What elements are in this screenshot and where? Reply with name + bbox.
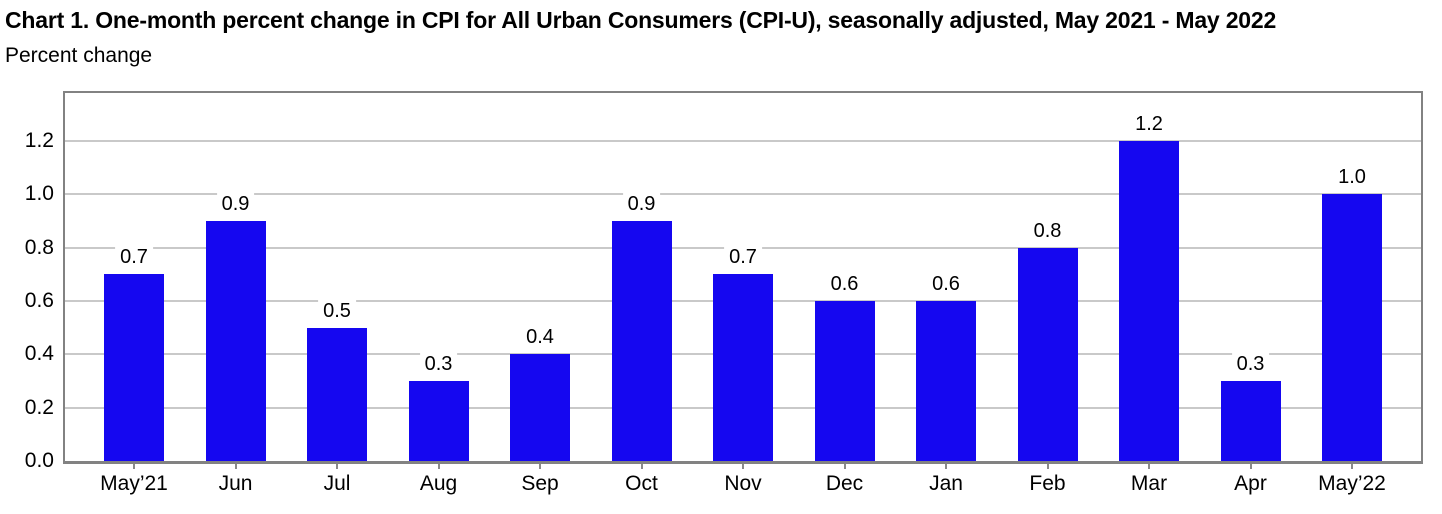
x-tick — [437, 464, 440, 469]
y-tick-label: 0.0 — [24, 449, 54, 472]
y-tick-label: 1.0 — [24, 182, 54, 206]
bar-value-label: 0.7 — [724, 246, 762, 269]
bar-value-label: 0.9 — [622, 193, 661, 215]
bar-Jul — [307, 327, 367, 461]
gridline — [65, 140, 1421, 142]
chart-title: Chart 1. One-month percent change in CPI… — [5, 7, 1277, 33]
bar-Jan — [916, 301, 976, 461]
bar-value-label: 0.7 — [115, 246, 153, 269]
bar-value-label: 1.2 — [1130, 113, 1168, 135]
plot-area: 0.7 0.9 0.5 0.3 0.4 0.9 0.7 0.6 0.6 0.8 1.2 0.3 1.0 — [63, 91, 1423, 464]
bar-value-label: 0.5 — [318, 299, 356, 322]
x-tick-label: Jul — [323, 472, 351, 495]
x-tick — [945, 464, 947, 469]
x-tick-label: Aug — [419, 472, 458, 495]
x-tick-label: Apr — [1234, 472, 1267, 495]
bar-Apr — [1220, 381, 1281, 461]
bar-Feb — [1017, 247, 1078, 461]
bar-value-label: 0.6 — [927, 273, 965, 295]
gridline — [65, 193, 1421, 196]
bar-Aug — [408, 381, 469, 461]
x-tick — [133, 464, 135, 469]
bar-May’22 — [1322, 194, 1382, 461]
x-tick — [1046, 464, 1049, 469]
y-tick-label: 0.8 — [24, 235, 54, 259]
x-tick-label: Nov — [724, 472, 762, 495]
x-tick-label: Sep — [521, 472, 559, 495]
bar-Sep — [510, 354, 570, 461]
bar-Nov — [713, 274, 773, 461]
x-axis: May’21 Jun Jul Aug Sep Oct Nov Dec Jan Feb Mar Apr M… — [65, 464, 1421, 509]
bar-value-label: 0.3 — [1231, 353, 1270, 375]
x-tick — [843, 464, 846, 469]
x-tick — [234, 464, 237, 469]
x-tick-label: May’21 — [100, 472, 168, 495]
bar-value-label: 0.6 — [825, 273, 864, 295]
x-tick — [1148, 464, 1150, 469]
x-tick — [640, 464, 643, 469]
y-axis-unit-label: Percent change — [5, 44, 153, 67]
bar-value-label: 0.4 — [521, 326, 559, 349]
x-tick — [539, 464, 541, 469]
x-tick-label: Mar — [1130, 472, 1168, 495]
bar-value-label: 0.9 — [216, 193, 255, 215]
x-tick — [1249, 464, 1252, 469]
y-tick-label: 0.4 — [24, 342, 54, 366]
bar-value-label: 1.0 — [1333, 166, 1371, 189]
y-axis: 0.0 0.2 0.4 0.6 0.8 1.0 1.2 — [0, 93, 54, 472]
y-tick-label: 1.2 — [24, 129, 54, 152]
y-tick-label: 0.6 — [24, 289, 54, 312]
x-tick — [742, 464, 744, 469]
bar-Mar — [1119, 141, 1179, 461]
x-tick-label: Jun — [218, 472, 253, 495]
bar-Jun — [205, 221, 266, 461]
bar-Dec — [814, 301, 875, 461]
x-tick-label: Feb — [1029, 472, 1066, 495]
x-tick-label: Dec — [825, 472, 864, 495]
x-tick — [336, 464, 338, 469]
x-tick-label: May’22 — [1318, 472, 1386, 495]
bar-value-label: 0.3 — [419, 353, 458, 375]
bar-May’21 — [104, 274, 164, 461]
y-tick-label: 0.2 — [24, 395, 54, 419]
x-tick-label: Oct — [625, 472, 658, 495]
bar-value-label: 0.8 — [1028, 219, 1067, 242]
x-tick-label: Jan — [929, 472, 963, 495]
bar-Oct — [611, 221, 672, 461]
x-tick — [1351, 464, 1353, 469]
